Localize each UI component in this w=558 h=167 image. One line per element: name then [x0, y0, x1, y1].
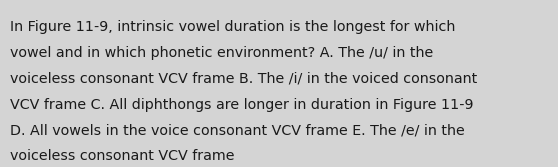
Text: vowel and in which phonetic environment? A. The /u/ in the: vowel and in which phonetic environment?…: [10, 46, 434, 60]
Text: voiceless consonant VCV frame B. The /i/ in the voiced consonant: voiceless consonant VCV frame B. The /i/…: [10, 72, 477, 86]
Text: D. All vowels in the voice consonant VCV frame E. The /e/ in the: D. All vowels in the voice consonant VCV…: [10, 124, 465, 138]
Text: VCV frame C. All diphthongs are longer in duration in Figure 11-9: VCV frame C. All diphthongs are longer i…: [10, 98, 474, 112]
Text: In Figure 11-9, intrinsic vowel duration is the longest for which: In Figure 11-9, intrinsic vowel duration…: [10, 20, 455, 34]
Text: voiceless consonant VCV frame: voiceless consonant VCV frame: [10, 149, 234, 163]
